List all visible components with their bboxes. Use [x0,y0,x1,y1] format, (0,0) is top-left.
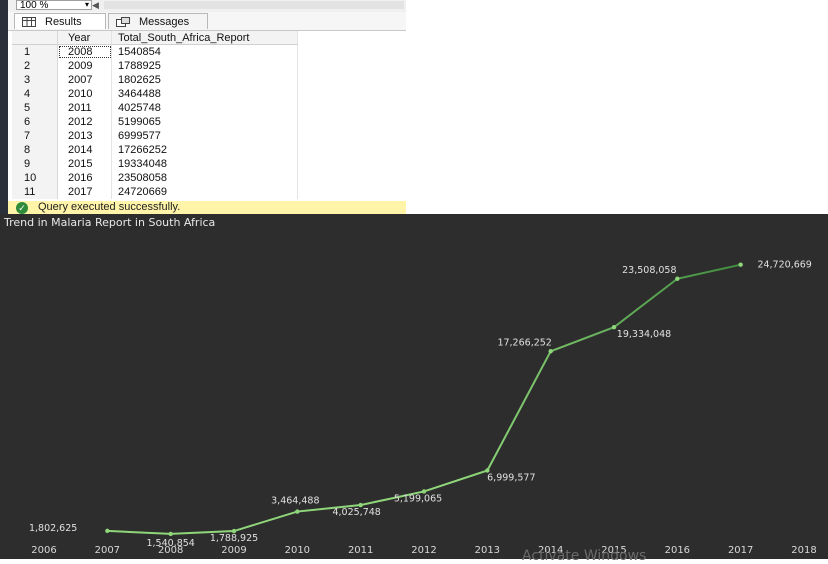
status-bar: ✓ Query executed successfully. [8,201,406,214]
grid-icon [22,17,36,27]
data-label: 17,266,252 [497,337,551,348]
cell-year[interactable]: 2017 [58,185,112,199]
cell-year[interactable]: 2008 [58,45,112,59]
chart-panel: Trend in Malaria Report in South Africa … [0,214,828,564]
cell-year[interactable]: 2010 [58,87,112,101]
data-point [105,528,110,534]
cell-total[interactable]: 17266252 [112,143,298,157]
row-number: 3 [12,73,58,87]
row-number: 7 [12,129,58,143]
cell-total[interactable]: 5199065 [112,115,298,129]
cell-year[interactable]: 2014 [58,143,112,157]
status-text: Query executed successfully. [38,201,181,213]
x-tick-label: 2009 [221,545,246,556]
data-label: 3,464,488 [271,496,319,507]
chevron-down-icon[interactable]: ▾ [84,0,89,9]
cell-year[interactable]: 2015 [58,157,112,171]
window-frame [0,0,8,214]
row-number: 11 [12,185,58,199]
data-point [675,276,680,281]
cell-total[interactable]: 1540854 [112,45,298,59]
tab-messages[interactable]: Messages [108,13,208,29]
data-point [358,502,363,508]
x-tick-label: 2010 [285,545,310,556]
x-tick-label: 2018 [791,545,816,556]
x-tick-label: 2014 [538,545,563,556]
x-tick-label: 2012 [411,545,436,556]
row-number: 9 [12,157,58,171]
cell-total[interactable]: 24720669 [112,185,298,199]
data-point [485,468,490,473]
data-label: 24,720,669 [757,260,811,271]
results-tabbar: Results Messages [8,12,406,31]
cell-total[interactable]: 6999577 [112,129,298,143]
row-number-header [12,31,58,45]
cell-total[interactable]: 23508058 [112,171,298,185]
data-label: 4,025,748 [332,507,380,518]
watermark: Activate Windows [522,548,647,564]
row-number: 8 [12,143,58,157]
cell-year[interactable]: 2016 [58,171,112,185]
tab-results-label: Results [45,16,82,28]
x-tick-label: 2017 [728,545,753,556]
cell-year[interactable]: 2007 [58,73,112,87]
cell-total[interactable]: 1802625 [112,73,298,87]
tab-messages-label: Messages [139,16,190,28]
cell-year[interactable]: 2013 [58,129,112,143]
x-tick-label: 2006 [31,545,56,556]
column-header-total[interactable]: Total_South_Africa_Report [112,31,298,45]
x-tick-label: 2007 [95,545,120,556]
data-point [231,528,237,534]
zoom-dropdown[interactable]: 100 % ▾ [16,0,92,11]
data-label: 1,540,854 [146,538,194,549]
row-number: 5 [12,101,58,115]
cell-total[interactable]: 1788925 [112,59,298,73]
cell-year[interactable]: 2009 [58,59,112,73]
row-number: 10 [12,171,58,185]
scroll-left-icon[interactable]: ◀ [92,0,99,10]
data-label: 5,199,065 [394,493,442,504]
results-pane: 100 % ▾ ◀ Results Messages Year [0,0,406,214]
data-point [421,489,427,494]
cell-year[interactable]: 2011 [58,101,112,115]
data-label: 1,788,925 [210,533,258,544]
data-point [548,349,553,354]
data-point [738,262,743,267]
data-point [168,531,173,537]
messages-icon [116,17,130,27]
x-tick-label: 2015 [601,545,626,556]
row-number: 1 [12,45,58,59]
check-circle-icon: ✓ [16,202,28,214]
data-point [611,325,617,330]
row-number: 2 [12,59,58,73]
cell-total[interactable]: 4025748 [112,101,298,115]
data-label: 6,999,577 [487,473,535,484]
column-header-year[interactable]: Year [58,31,112,45]
data-label: 1,802,625 [29,523,77,534]
zoom-value: 100 % [20,0,49,11]
x-tick-label: 2016 [665,545,690,556]
data-label: 19,334,048 [617,329,671,340]
horizontal-scrollbar[interactable] [104,1,404,9]
row-number: 6 [12,115,58,129]
data-point [295,509,300,514]
x-tick-label: 2011 [348,545,373,556]
cell-total[interactable]: 19334048 [112,157,298,171]
data-label: 23,508,058 [622,265,676,276]
x-tick-label: 2013 [475,545,500,556]
cell-year[interactable]: 2012 [58,115,112,129]
cell-total[interactable]: 3464488 [112,87,298,101]
line-chart: 2006 2007 2008 2009 2010 2011 2012 2013 2014 2015… [29,260,817,556]
tab-results[interactable]: Results [14,13,106,29]
chart-title: Trend in Malaria Report in South Africa [4,216,216,229]
x-tick-label: 2008 [158,545,183,556]
row-number: 4 [12,87,58,101]
